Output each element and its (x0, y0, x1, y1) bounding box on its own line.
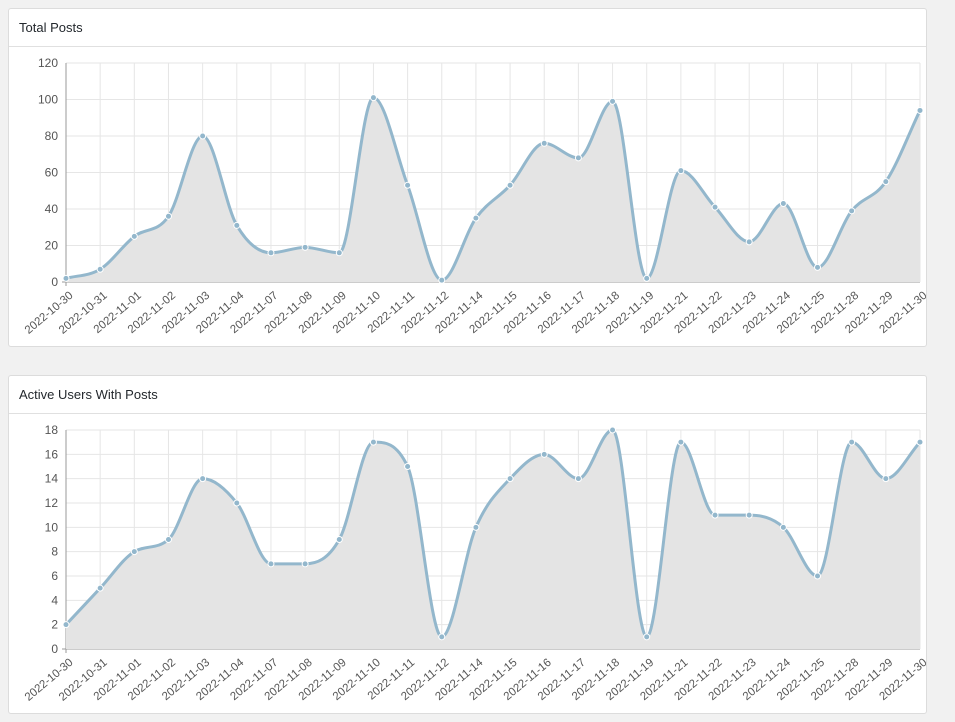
data-point (438, 633, 446, 641)
data-point (779, 523, 787, 531)
y-tick-label: 40 (45, 202, 59, 216)
y-tick-label: 2 (51, 618, 58, 632)
data-point (438, 276, 446, 284)
data-point (62, 621, 70, 629)
data-point (916, 106, 924, 114)
y-tick-label: 18 (45, 423, 59, 437)
panel-title: Active Users With Posts (9, 376, 926, 414)
data-point (506, 475, 514, 483)
data-point (130, 232, 138, 240)
data-point (199, 132, 207, 140)
data-point (848, 438, 856, 446)
y-tick-label: 8 (51, 545, 58, 559)
data-point (745, 511, 753, 519)
y-tick-label: 14 (45, 472, 59, 486)
data-point (404, 463, 412, 470)
total-posts-chart: 0204060801001202022-10-302022-10-312022-… (23, 56, 926, 337)
data-point (369, 438, 377, 446)
y-tick-label: 12 (45, 496, 59, 510)
data-point (472, 214, 480, 222)
data-point (745, 238, 753, 246)
y-tick-label: 80 (45, 129, 59, 143)
data-point (335, 249, 343, 257)
panel-title: Total Posts (9, 9, 926, 47)
y-tick-label: 0 (51, 275, 58, 289)
data-point (643, 633, 651, 641)
total-posts-chart-area: 0 20 40 60 80 100 120 2022-10-30 2022-10-31 2022-… (9, 47, 926, 347)
data-point (677, 167, 685, 175)
y-tick-label: 20 (45, 239, 59, 253)
active-users-panel: Active Users With Posts 0 2 4 6 8 10 12 14 16 18 2… (8, 375, 927, 714)
data-point (199, 475, 207, 483)
y-tick-label: 4 (51, 593, 58, 607)
data-point (472, 523, 480, 531)
data-point (609, 97, 617, 105)
data-point (301, 243, 309, 251)
data-point (574, 154, 582, 162)
y-tick-label: 120 (38, 56, 58, 70)
data-point (814, 572, 822, 580)
data-point (711, 203, 719, 211)
data-point (814, 263, 822, 271)
data-point (369, 94, 377, 102)
data-point (540, 450, 548, 458)
y-tick-label: 6 (51, 569, 58, 583)
y-tick-label: 100 (38, 93, 58, 107)
data-point (96, 584, 104, 592)
data-point (882, 475, 890, 483)
data-point (779, 200, 787, 208)
data-point (574, 475, 582, 483)
active-users-chart-area: 0 2 4 6 8 10 12 14 16 18 2022-10-30 2022-10-31 2022-… (9, 414, 926, 714)
data-point (711, 511, 719, 519)
data-point (301, 560, 309, 568)
data-point (882, 178, 890, 186)
data-point (267, 249, 275, 257)
data-point (62, 274, 70, 282)
data-point (848, 207, 856, 215)
data-point (609, 426, 617, 434)
data-point (404, 181, 412, 189)
y-tick-label: 60 (45, 166, 59, 180)
series-line (65, 96, 922, 282)
data-point (643, 274, 651, 282)
series-area (66, 97, 920, 283)
data-point (233, 221, 241, 229)
data-point (164, 212, 172, 220)
data-point (540, 139, 548, 147)
data-point (506, 181, 514, 189)
data-point (96, 265, 104, 273)
data-point (233, 499, 241, 507)
active-users-chart: 0246810121416182022-10-302022-10-312022-… (23, 423, 926, 704)
data-point (335, 536, 343, 543)
data-point (267, 560, 275, 568)
data-point (916, 438, 924, 446)
series-area (66, 430, 920, 649)
y-tick-label: 0 (51, 642, 58, 656)
data-point (677, 438, 685, 446)
y-tick-label: 10 (45, 520, 59, 534)
data-point (130, 548, 138, 556)
y-tick-label: 16 (45, 447, 59, 461)
data-point (164, 536, 172, 543)
total-posts-panel: Total Posts 0 20 40 60 80 100 120 2022-10-30 202… (8, 8, 927, 347)
